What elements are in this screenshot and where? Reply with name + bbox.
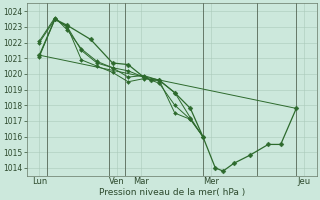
X-axis label: Pression niveau de la mer( hPa ): Pression niveau de la mer( hPa ) — [99, 188, 245, 197]
